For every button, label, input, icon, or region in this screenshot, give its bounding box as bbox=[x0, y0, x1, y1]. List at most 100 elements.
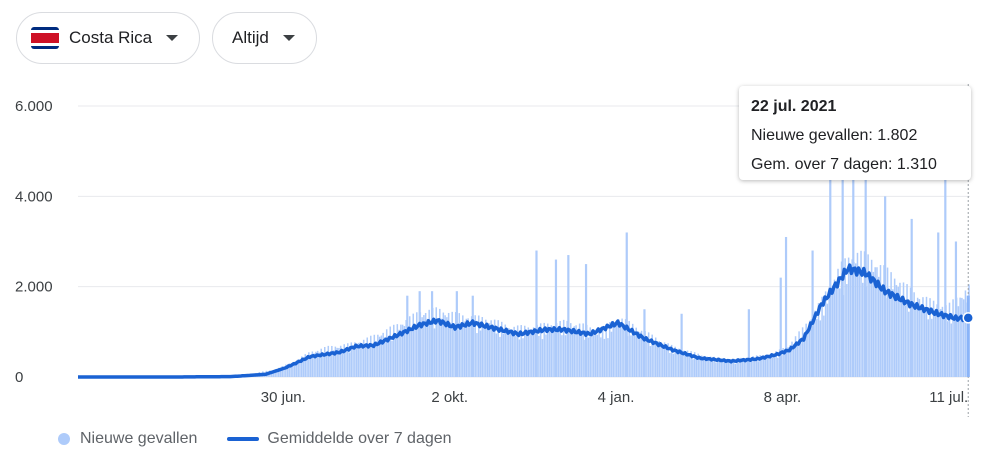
case-bar bbox=[946, 321, 949, 377]
case-bar bbox=[902, 282, 905, 377]
case-bar bbox=[477, 315, 480, 377]
case-bar bbox=[299, 360, 301, 377]
case-bar bbox=[315, 351, 317, 377]
x-tick-label: 30 jun. bbox=[261, 389, 306, 406]
case-bar bbox=[290, 364, 292, 377]
case-bar-spike bbox=[954, 241, 958, 377]
case-bar bbox=[676, 352, 678, 377]
case-bar-spike bbox=[910, 218, 913, 377]
case-bar bbox=[931, 318, 933, 377]
case-bar bbox=[762, 355, 765, 377]
case-bar-spike bbox=[625, 232, 628, 377]
average-line bbox=[78, 263, 970, 379]
case-bar bbox=[538, 335, 540, 377]
case-bar bbox=[451, 311, 453, 377]
case-bar bbox=[355, 345, 358, 377]
case-bar bbox=[600, 337, 602, 377]
case-bar bbox=[373, 334, 376, 377]
case-bar bbox=[686, 350, 689, 377]
case-bar bbox=[470, 316, 473, 377]
case-bar bbox=[961, 297, 963, 377]
case-bar bbox=[656, 342, 659, 377]
case-bar bbox=[639, 332, 641, 377]
case-bar bbox=[637, 331, 639, 377]
case-bar bbox=[791, 341, 793, 377]
case-bar bbox=[831, 285, 834, 377]
case-bar bbox=[706, 356, 708, 377]
case-bar-spike bbox=[829, 160, 832, 377]
case-bar bbox=[534, 332, 537, 377]
case-bar bbox=[828, 287, 830, 377]
case-bar bbox=[591, 335, 593, 377]
case-bar bbox=[755, 355, 758, 377]
case-bar bbox=[608, 322, 611, 377]
case-bar bbox=[274, 369, 276, 377]
legend-label-average: Gemiddelde over 7 dagen bbox=[267, 430, 452, 447]
case-bar bbox=[631, 323, 634, 377]
highlight-bar bbox=[966, 295, 970, 377]
case-bar bbox=[936, 304, 938, 377]
case-bar bbox=[893, 278, 896, 377]
case-bar bbox=[754, 360, 756, 377]
case-bar bbox=[463, 321, 466, 377]
case-bar bbox=[577, 330, 579, 377]
case-bar bbox=[700, 355, 703, 377]
case-bar bbox=[835, 285, 837, 377]
case-bar bbox=[400, 324, 402, 377]
case-bar bbox=[679, 351, 682, 377]
case-bar bbox=[322, 353, 324, 377]
case-bar bbox=[277, 367, 280, 377]
case-bar bbox=[677, 348, 680, 377]
case-bar bbox=[486, 322, 489, 377]
case-bar bbox=[816, 319, 818, 377]
case-bar bbox=[520, 325, 522, 377]
case-bar bbox=[469, 323, 471, 377]
case-bar bbox=[699, 357, 701, 377]
case-bar bbox=[943, 314, 945, 377]
case-bar bbox=[490, 320, 492, 377]
case-bar bbox=[570, 323, 572, 377]
case-bar bbox=[851, 259, 853, 377]
case-bar-spike bbox=[471, 295, 474, 377]
highlight-point bbox=[962, 312, 974, 324]
case-bar bbox=[548, 330, 551, 377]
case-bar bbox=[338, 347, 340, 377]
case-bar bbox=[293, 361, 296, 377]
case-bar bbox=[412, 313, 415, 377]
tooltip-date: 22 jul. 2021 bbox=[751, 98, 837, 115]
case-bar bbox=[541, 339, 544, 377]
case-bar bbox=[306, 359, 308, 377]
case-bar bbox=[389, 326, 391, 377]
case-bar bbox=[777, 357, 779, 377]
case-bar bbox=[614, 325, 616, 377]
case-bar bbox=[761, 359, 763, 377]
case-bar bbox=[430, 323, 432, 377]
case-bar bbox=[617, 319, 620, 377]
y-tick-label: 4.000 bbox=[15, 188, 53, 205]
case-bar bbox=[414, 329, 416, 377]
case-bar bbox=[635, 327, 638, 377]
country-selector[interactable]: Costa Rica bbox=[16, 12, 200, 64]
case-bar bbox=[722, 360, 724, 377]
case-bar bbox=[396, 324, 399, 377]
case-bar bbox=[886, 267, 889, 377]
period-label: Altijd bbox=[232, 28, 269, 47]
case-bar bbox=[908, 311, 910, 377]
case-bar bbox=[747, 358, 749, 377]
case-bar bbox=[424, 312, 427, 377]
case-bar bbox=[336, 347, 338, 377]
country-label: Costa Rica bbox=[69, 28, 153, 47]
case-bar bbox=[378, 336, 381, 377]
case-bar bbox=[821, 296, 823, 377]
case-bar-spike bbox=[418, 291, 421, 377]
case-bar bbox=[393, 324, 395, 377]
case-bar bbox=[502, 333, 505, 377]
case-bar bbox=[702, 356, 705, 377]
case-bar bbox=[554, 327, 556, 377]
chart-tooltip: 22 jul. 2021 Nieuwe gevallen: 1.802 Gem.… bbox=[739, 86, 971, 180]
period-selector[interactable]: Altijd bbox=[212, 12, 317, 64]
case-bar bbox=[840, 261, 843, 377]
case-bar bbox=[628, 320, 630, 377]
case-bar bbox=[539, 323, 542, 377]
case-bar bbox=[531, 329, 533, 377]
